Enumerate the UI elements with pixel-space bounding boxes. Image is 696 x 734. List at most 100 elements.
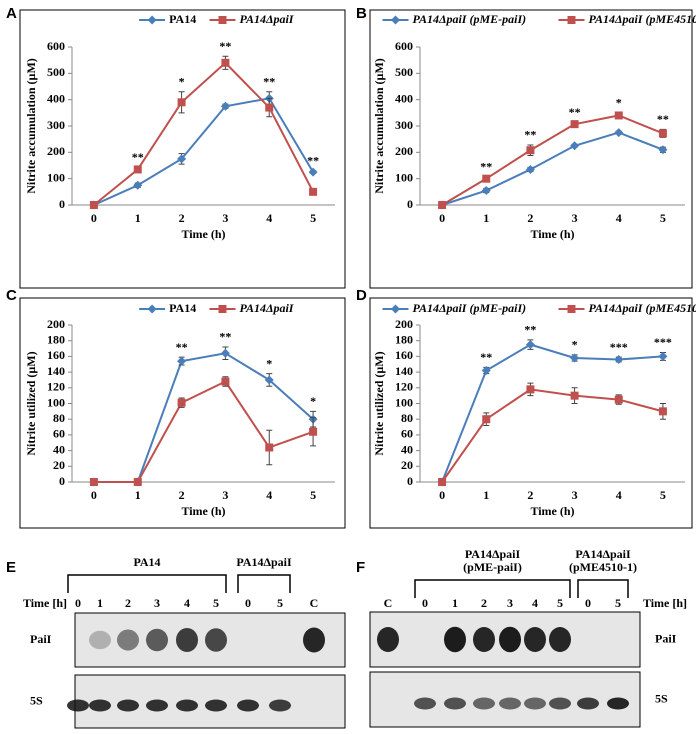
x-tick-label: 0 [439,488,445,502]
panel-label: D [356,287,367,304]
y-axis-label: Nitrite utilized (µM) [372,351,386,455]
data-point [265,103,274,112]
legend-label: PA14ΔpaiI [240,12,295,26]
y-tick-label: 160 [395,348,413,362]
panel-frame [369,9,693,289]
x-tick-label: 0 [91,211,97,225]
data-point [264,375,274,385]
y-tick-label: 40 [53,442,65,456]
y-tick-label: 0 [407,197,413,211]
data-point [658,129,667,138]
panel-frame [19,297,346,529]
x-tick-label: 3 [572,211,578,225]
y-tick-label: 500 [395,65,413,79]
y-tick-label: 600 [395,39,413,53]
x-tick-label: 1 [483,488,489,502]
lane-label: 4 [532,596,538,610]
data-point [133,180,143,190]
blot-band [89,630,111,650]
blot-band [444,697,466,710]
blot-band [303,627,325,653]
x-tick-label: 4 [266,488,272,502]
x-tick-label: 3 [222,488,228,502]
y-tick-label: 400 [47,91,65,105]
y-tick-label: 100 [395,395,413,409]
y-tick-label: 600 [47,39,65,53]
y-tick-label: 140 [395,364,413,378]
x-axis-label: Time (h) [530,227,574,241]
significance-label: ** [569,105,581,119]
significance-label: ** [480,350,492,364]
blot-band [549,627,571,652]
x-tick-label: 1 [135,488,141,502]
significance-label: * [616,96,622,110]
y-tick-label: 140 [47,364,65,378]
series-line [93,97,314,206]
x-tick-label: 0 [91,488,97,502]
significance-label: ** [657,112,669,126]
significance-label: ** [307,154,319,168]
significance-label: ** [524,323,536,337]
y-axis-label: Nitrite utilized (µM) [24,351,38,455]
y-tick-label: 200 [47,144,65,158]
x-tick-label: 2 [527,488,533,502]
series-line [93,352,314,483]
x-tick-label: 4 [616,211,622,225]
data-point [570,391,579,400]
data-point [308,167,318,177]
data-point [570,353,580,363]
panel-label: B [356,5,367,22]
y-tick-label: 20 [53,458,65,472]
significance-label: ** [176,340,188,354]
panel-frame [19,9,346,289]
blot-band [473,627,495,652]
data-point [177,398,186,407]
data-point [481,366,491,376]
blot-band [205,628,227,652]
data-point [221,377,230,386]
row-label: 5S [30,693,43,707]
lane-label: C [310,596,319,610]
y-tick-label: 80 [53,411,65,425]
x-tick-label: 2 [179,211,185,225]
y-tick-label: 500 [47,65,65,79]
x-tick-label: 5 [310,211,316,225]
lane-label: 5 [277,596,283,610]
x-tick-label: 4 [266,211,272,225]
lane-label: 5 [213,596,219,610]
data-point [614,395,623,404]
data-point [526,146,535,155]
legend-marker [391,15,400,25]
data-point [89,201,98,209]
series-line [441,114,664,206]
lane-label: 2 [125,596,131,610]
row-label: PaiI [655,631,677,645]
blot-band [499,697,521,710]
row-label: PaiI [30,632,52,646]
series-line [441,388,664,483]
data-point [658,407,667,416]
group-label: PA14ΔpaiI [575,547,631,561]
lane-label: 1 [97,596,103,610]
significance-label: * [266,356,272,370]
blot-band [524,697,546,710]
x-tick-label: 4 [616,488,622,502]
legend-marker [218,16,227,24]
x-axis-label: Time (h) [181,504,225,518]
x-tick-label: 3 [222,211,228,225]
legend-marker [147,304,157,314]
data-point [133,478,142,486]
y-tick-label: 40 [401,442,413,456]
blot-band [499,626,521,653]
legend-marker [567,16,576,24]
data-point [482,415,491,424]
time-label: Time [h] [643,596,687,610]
legend-label: PA14ΔpaiI (pME4510-1) [589,301,696,315]
blot-band [444,626,466,653]
lane-label: 5 [557,596,563,610]
y-tick-label: 100 [395,170,413,184]
blot-band [146,699,168,712]
significance-label: * [310,394,316,408]
lane-label: 2 [481,596,487,610]
legend-label: PA14ΔpaiI (pME-paiI) [413,301,527,315]
